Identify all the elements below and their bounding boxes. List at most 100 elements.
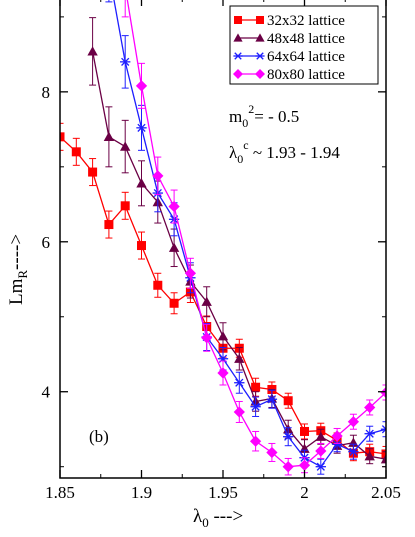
legend-label: 32x32 lattice: [267, 13, 345, 29]
legend-swatch-marker: [233, 33, 243, 42]
x-tick-label: 1.85: [45, 483, 75, 502]
series-3-point-d2: [381, 428, 386, 434]
legend-box: [229, 5, 379, 85]
series-3-point-d2: [316, 462, 325, 471]
series-3-point: [136, 123, 147, 132]
annotation-lambda-main: λ: [229, 143, 238, 162]
y-tick-label: 8: [42, 83, 51, 102]
annotation-mass-sub: 0: [242, 116, 248, 130]
y-axis-label: LmR---->: [6, 234, 30, 305]
annotation-mass: m02= - 0.5: [229, 102, 299, 130]
series-2-point: [217, 331, 229, 341]
series-3-point: [283, 432, 294, 441]
x-axis-label: λ0 --->: [193, 506, 243, 530]
series-3-point-d2: [235, 378, 244, 387]
series-3-point-d2: [349, 447, 358, 456]
series-1-point: [60, 132, 65, 142]
series-4: [121, 0, 386, 476]
legend-swatch-marker: [255, 33, 265, 42]
series-3-errorbar: [382, 421, 386, 438]
series-3-point: [120, 57, 131, 66]
series-2-point: [103, 131, 115, 141]
legend-item-4: 80x80 lattice: [233, 67, 345, 83]
series-3-point-d2: [284, 432, 293, 441]
annotation-lambda-sup: c: [243, 138, 248, 152]
series-4-point: [282, 461, 294, 473]
series-1-line: [60, 136, 386, 455]
series-3-point: [315, 462, 326, 471]
series-3-point: [234, 378, 245, 387]
series-3-point-d2: [251, 402, 260, 411]
series-1-point: [71, 147, 81, 157]
series-3-point: [331, 440, 343, 449]
legend-swatch-marker: [233, 69, 243, 79]
series-2-point: [315, 431, 326, 441]
series-1: [60, 122, 386, 462]
series-3-point: [364, 429, 375, 438]
series-1-point: [169, 298, 179, 308]
series-2-point: [120, 141, 131, 151]
legend-swatch-marker: [255, 52, 265, 60]
y-axis-label-sub: R: [15, 270, 30, 279]
series-4-point: [152, 170, 164, 182]
series-1-point: [120, 201, 130, 211]
series-1-point: [381, 449, 386, 459]
legend-label: 48x48 lattice: [267, 31, 345, 47]
x-tick-label: 2: [300, 483, 309, 502]
series-4-errorbar: [121, 0, 129, 18]
series-3-point-d2: [332, 440, 342, 449]
axis-ticks: [59, 0, 387, 478]
series-1-point: [137, 241, 146, 251]
y-axis-label-rest: ---->: [6, 234, 27, 270]
legend-swatch-marker: [234, 16, 242, 24]
series-3-point: [250, 402, 261, 411]
series-4-point: [249, 435, 262, 447]
legend-item-1: 32x32 lattice: [234, 13, 345, 29]
series-4-point: [217, 367, 229, 379]
series-4-point: [347, 416, 360, 428]
series-2-point: [234, 353, 245, 363]
series-4-point: [233, 406, 245, 418]
series-4-point: [298, 459, 311, 471]
x-tick-label: 2.05: [371, 483, 401, 502]
legend-swatch-marker-d2: [256, 52, 264, 60]
series-3-point-d2: [137, 123, 146, 132]
x-axis-label-main: λ: [193, 506, 203, 527]
series-1-point: [104, 220, 114, 230]
x-tick-label: 1.9: [131, 483, 152, 502]
series-3-point: [380, 425, 386, 434]
series-3-line: [113, 0, 386, 468]
series-3-point: [348, 447, 359, 456]
series-2-point: [168, 242, 180, 252]
series-4-point: [315, 445, 327, 457]
legend-item-3: 64x64 lattice: [233, 49, 345, 65]
series-3-point-d1: [381, 425, 386, 431]
series-4-point: [364, 401, 376, 414]
axis-tick-labels: 1.85 1.9 1.95 2 2.05 4 6 8: [42, 83, 401, 502]
series-1-point: [283, 396, 293, 406]
y-tick-label: 4: [42, 383, 51, 402]
series-4-point: [331, 430, 343, 442]
legend-item-2: 48x48 lattice: [233, 31, 345, 47]
series-4-errorbar: [382, 384, 386, 401]
series-3-point-d2: [365, 429, 374, 438]
legend-swatch-marker-d2: [234, 52, 242, 60]
x-axis-label-rest: --->: [209, 506, 243, 527]
series-3-point-d2: [121, 57, 130, 66]
y-tick-label: 6: [42, 233, 51, 252]
annotation-mass-main: m: [229, 107, 242, 126]
series-2-point: [136, 178, 147, 188]
series-1-point: [300, 426, 309, 436]
series-2-point: [201, 296, 212, 306]
series-1-errorbar: [60, 122, 64, 151]
series-3-point: [266, 395, 278, 404]
legend-swatch-marker: [233, 52, 243, 60]
legend: 32x32 lattice 48x48 lattice 64x64 lattice 8…: [229, 5, 379, 85]
series-2-point: [364, 451, 375, 461]
series-2-point: [87, 46, 98, 56]
series-4-point: [168, 200, 180, 213]
y-axis-label-main: Lm: [6, 278, 27, 305]
annotation-lambda-c: λ0c ~ 1.93 - 1.94: [229, 138, 340, 166]
series-1-point: [251, 382, 261, 392]
